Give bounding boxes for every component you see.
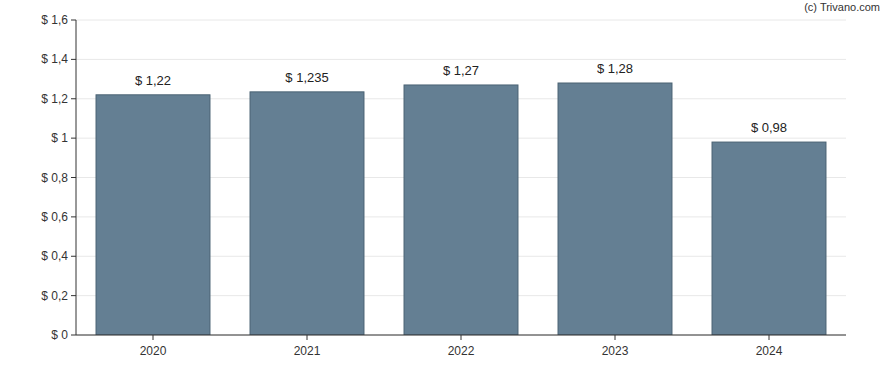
y-tick-label: $ 0,6: [41, 210, 68, 224]
y-tick: [71, 98, 76, 99]
data-label: $ 1,22: [135, 73, 171, 88]
grid-line: [76, 20, 846, 21]
x-tick: [615, 335, 616, 340]
x-tick: [769, 335, 770, 340]
x-tick-label: 2024: [756, 344, 783, 358]
y-tick: [71, 295, 76, 296]
x-tick-label: 2021: [294, 344, 321, 358]
x-tick: [153, 335, 154, 340]
y-tick: [71, 59, 76, 60]
bar: [558, 83, 672, 335]
y-tick: [71, 256, 76, 257]
x-tick: [461, 335, 462, 340]
y-tick: [71, 216, 76, 217]
x-tick-label: 2022: [448, 344, 475, 358]
bar: [250, 92, 364, 335]
y-tick: [71, 138, 76, 139]
data-label: $ 0,98: [751, 120, 787, 135]
bars: [96, 83, 826, 335]
chart: $ 0 $ 0,2 $ 0,4 $ 0,6 $ 0,8 $ 1 $ 1,2 $ 1,4 $ 1,…: [0, 0, 888, 370]
y-tick-label: $ 1,4: [41, 52, 68, 66]
y-tick-label: $ 1: [51, 131, 68, 145]
chart-container: $ 0 $ 0,2 $ 0,4 $ 0,6 $ 0,8 $ 1 $ 1,2 $ 1,4 $ 1,…: [0, 0, 888, 370]
bar: [712, 142, 826, 335]
y-tick-label: $ 0,8: [41, 171, 68, 185]
bar: [404, 85, 518, 335]
y-tick: [71, 177, 76, 178]
y-tick-label: $ 1,6: [41, 13, 68, 27]
y-tick-label: $ 0: [51, 328, 68, 342]
y-tick: [71, 335, 76, 336]
credit: (c) Trivano.com: [804, 1, 880, 13]
bar: [96, 95, 210, 335]
y-tick: [71, 20, 76, 21]
x-tick-label: 2023: [602, 344, 629, 358]
x-tick-label: 2020: [140, 344, 167, 358]
data-label: $ 1,28: [597, 61, 633, 76]
grid-line: [76, 59, 846, 60]
x-tick: [307, 335, 308, 340]
y-axis: [76, 20, 77, 335]
y-tick-label: $ 0,4: [41, 249, 68, 263]
y-tick-label: $ 0,2: [41, 289, 68, 303]
y-tick-label: $ 1,2: [41, 92, 68, 106]
data-label: $ 1,235: [285, 70, 328, 85]
data-label: $ 1,27: [443, 63, 479, 78]
